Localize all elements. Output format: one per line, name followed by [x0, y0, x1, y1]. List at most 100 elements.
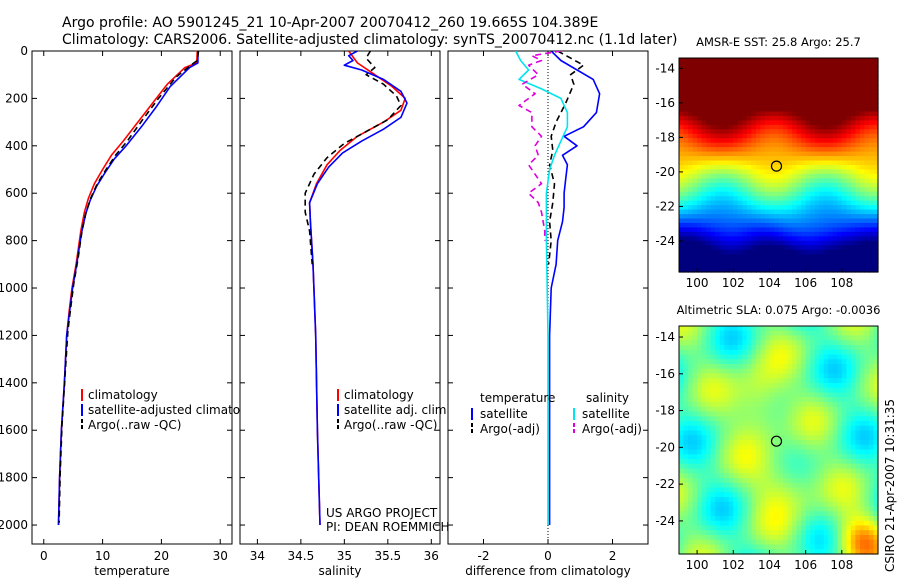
- sla-cell: [832, 373, 838, 379]
- sst-cell: [679, 214, 685, 220]
- sst-cell: [846, 218, 852, 224]
- sla-cell: [837, 359, 843, 365]
- sst-cell: [715, 147, 721, 153]
- sla-cell: [724, 378, 730, 384]
- sst-cell: [828, 151, 834, 157]
- sst-cell: [769, 102, 775, 108]
- sst-cell: [764, 142, 771, 148]
- sla-cell: [810, 459, 816, 465]
- sla-cell: [683, 478, 689, 484]
- sst-cell: [828, 258, 834, 264]
- sst-cell: [751, 102, 757, 108]
- sst-cell: [724, 169, 730, 175]
- sla-cell: [792, 463, 798, 470]
- sla-cell: [832, 359, 838, 365]
- sst-cell: [679, 236, 685, 242]
- sla-cell: [760, 449, 766, 455]
- sla-cell: [755, 416, 762, 422]
- sla-cell: [760, 373, 766, 379]
- sla-cell: [769, 463, 775, 470]
- sla-cell: [792, 549, 798, 555]
- sst-cell: [773, 231, 780, 237]
- sla-cell: [846, 487, 852, 493]
- sla-cell: [706, 340, 712, 346]
- sst-cell: [783, 156, 789, 162]
- sst-cell: [837, 71, 843, 77]
- sla-cell: [864, 402, 870, 408]
- sla-cell: [814, 516, 820, 522]
- sst-cell: [810, 254, 816, 260]
- sst-cell: [683, 254, 689, 260]
- sla-cell: [724, 463, 730, 470]
- sla-cell: [855, 535, 861, 541]
- sla-cell: [746, 340, 752, 346]
- sst-cell: [760, 98, 766, 104]
- sst-cell: [701, 160, 707, 166]
- sst-cell: [864, 156, 870, 162]
- sst-cell: [868, 191, 875, 197]
- sst-cell: [846, 187, 852, 193]
- sst-cell: [701, 58, 707, 64]
- sst-cell: [773, 142, 780, 148]
- sst-cell: [724, 214, 730, 220]
- sla-cell: [697, 468, 703, 474]
- sst-cell: [706, 214, 712, 220]
- sla-cell: [828, 520, 834, 527]
- sla-cell: [688, 364, 694, 370]
- sst-cell: [864, 62, 870, 68]
- sla-cell: [864, 516, 870, 522]
- sla-cell: [846, 454, 852, 460]
- sst-cell: [792, 84, 798, 90]
- sst-cell: [715, 58, 721, 64]
- sst-cell: [801, 267, 807, 273]
- sla-cell: [801, 530, 807, 536]
- sst-cell: [823, 147, 829, 153]
- sst-cell: [837, 111, 843, 117]
- sst-cell: [742, 214, 748, 220]
- sst-cell: [873, 71, 879, 77]
- sla-cell: [679, 416, 685, 422]
- sla-cell: [769, 482, 775, 489]
- sst-cell: [837, 147, 843, 153]
- sla-cell: [746, 425, 752, 432]
- sst-cell: [841, 80, 847, 86]
- sla-cell: [859, 392, 866, 398]
- sla-cell: [769, 444, 775, 451]
- sla-cell: [828, 511, 834, 517]
- sla-cell: [805, 535, 811, 541]
- sst-cell: [701, 263, 707, 269]
- sst-cell: [778, 71, 784, 77]
- sst-cell: [837, 196, 843, 202]
- sst-cell: [868, 200, 875, 206]
- sla-cell: [715, 530, 721, 536]
- sla-cell: [841, 411, 847, 417]
- sst-cell: [728, 102, 734, 108]
- sst-cell: [751, 71, 757, 77]
- sla-cell: [697, 345, 703, 351]
- sst-cell: [688, 62, 694, 68]
- sst-cell: [796, 80, 802, 86]
- sst-cell: [692, 214, 698, 220]
- sst-cell: [855, 147, 861, 153]
- sst-cell: [801, 66, 807, 72]
- sst-cell: [769, 196, 775, 202]
- sst-cell: [773, 89, 780, 95]
- sla-cell: [850, 397, 856, 403]
- sst-cell: [823, 227, 829, 233]
- sst-cell: [697, 227, 703, 233]
- sla-cell: [850, 459, 856, 465]
- sst-cell: [832, 249, 838, 255]
- sla-cell: [728, 326, 734, 332]
- sla-cell: [828, 340, 834, 346]
- sla-cell: [855, 539, 861, 546]
- sst-cell: [710, 80, 716, 86]
- sst-cell: [805, 187, 811, 193]
- sla-cell: [810, 340, 816, 346]
- sst-cell: [728, 267, 734, 273]
- sst-cell: [769, 236, 775, 242]
- sst-cell: [692, 75, 698, 81]
- sst-cell: [746, 129, 752, 135]
- sst-cell: [737, 191, 743, 197]
- sst-cell: [873, 89, 879, 95]
- sla-cell: [751, 539, 757, 546]
